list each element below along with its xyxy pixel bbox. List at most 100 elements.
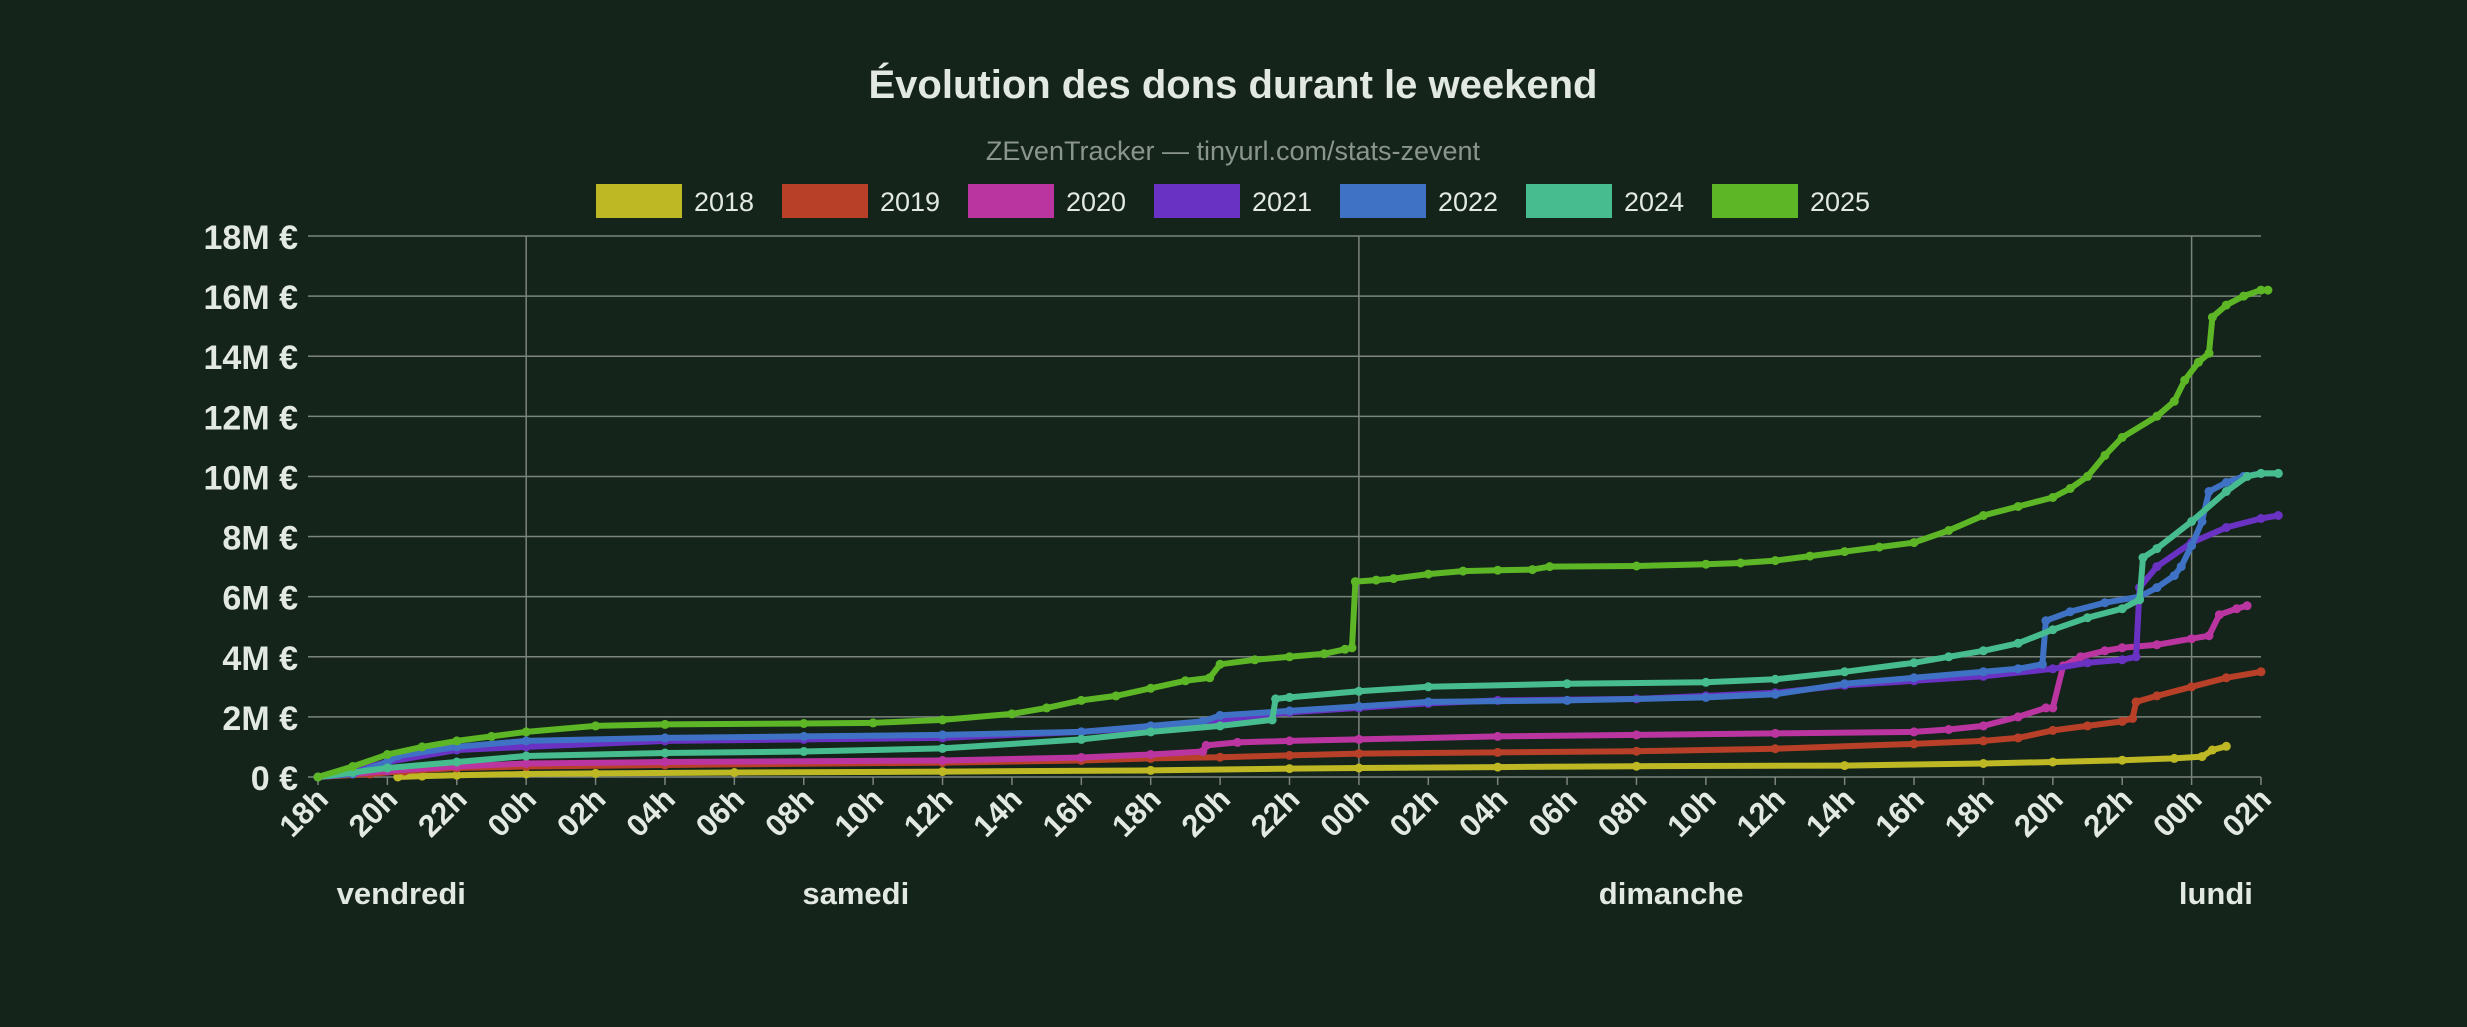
chart-subtitle: ZEvenTracker — tinyurl.com/stats-zevent [986,136,1481,166]
data-point-2025 [1545,562,1555,572]
data-point-2020 [1354,734,1364,744]
x-tick-label: 22h [2077,781,2140,844]
data-point-2022 [1978,667,1988,677]
data-point-2024 [382,763,392,773]
legend-item: 2025 [1712,184,1870,218]
data-point-2024 [2013,638,2023,648]
data-point-2025 [2194,357,2203,367]
data-point-2021 [2273,511,2283,520]
data-point-2019 [1285,750,1294,760]
data-point-2024 [2152,544,2162,554]
data-point-2025 [1840,547,1850,557]
data-point-2025 [487,731,496,741]
data-point-2022 [2013,664,2023,674]
data-point-2019 [1909,739,1919,749]
y-tick-label: 0 € [251,760,298,798]
data-point-2025 [313,772,323,782]
data-point-2025 [868,718,878,728]
data-point-2024 [799,747,809,756]
data-point-2020 [1944,725,1954,734]
data-point-2020 [1909,727,1919,737]
chart-grid [318,235,2261,778]
x-tick-label: 00h [1313,781,1376,844]
x-tick-label: 14h [1799,781,1862,844]
data-point-2018 [2207,745,2217,755]
data-point-2025 [1701,559,1711,569]
day-label: samedi [802,876,909,911]
y-tick-label: 18M € [204,219,299,257]
data-point-2018 [2117,755,2127,765]
data-point-2022 [938,730,947,740]
chart-legend: 2018 2019 2020 2021 2022 2024 2025 [596,184,1870,218]
data-point-2024 [1840,667,1850,677]
legend-label: 2024 [1624,187,1684,217]
data-point-2022 [660,733,670,743]
data-point-2020 [1285,736,1294,746]
data-point-2018 [1632,761,1641,771]
x-tick-label: 08h [1591,781,1654,844]
data-point-2018 [938,767,947,777]
x-tick-label: 04h [1452,781,1515,844]
data-point-2021 [2048,664,2058,674]
chart-title: Évolution des dons durant le weekend [868,62,1597,107]
data-point-2018 [1493,762,1503,772]
data-point-2025 [1347,643,1357,653]
data-point-2024 [1076,734,1086,744]
data-point-2021 [2152,562,2162,572]
y-tick-label: 10M € [204,459,299,497]
data-point-2018 [2169,753,2179,763]
data-point-2022 [1701,692,1711,702]
x-tick-label: 00h [2146,781,2209,844]
data-point-2025 [1632,561,1641,571]
data-point-2022 [1076,727,1086,737]
data-point-2021 [2117,655,2127,665]
data-point-2019 [1978,736,1988,746]
data-point-2025 [1978,511,1988,520]
data-point-2019 [2256,667,2266,677]
legend-item: 2024 [1526,184,1684,218]
data-point-2022 [2065,607,2075,617]
legend-swatch [968,184,1054,218]
data-point-2024 [1271,694,1281,704]
data-point-2025 [799,719,809,728]
data-point-2025 [1076,695,1086,705]
data-point-2025 [1215,659,1225,669]
data-point-2025 [1340,644,1350,654]
series-line-2018 [394,743,2230,780]
data-point-2018 [452,770,462,780]
legend-label: 2019 [880,187,940,217]
data-point-2024 [2273,468,2283,478]
data-point-2025 [1371,575,1381,585]
data-point-2024 [1146,727,1156,737]
data-point-2019 [2152,691,2162,701]
data-point-2024 [2138,553,2148,563]
series-line-2025 [315,287,2271,780]
data-point-2021 [2256,514,2266,523]
x-tick-label: 22h [1244,781,1307,844]
data-point-2025 [1736,558,1746,568]
data-point-2025 [1909,538,1919,548]
legend-swatch [596,184,682,218]
data-point-2025 [2152,411,2162,421]
data-point-2025 [1285,652,1294,662]
data-point-2018 [2048,757,2058,767]
data-point-2020 [2041,703,2051,713]
data-point-2018 [729,768,739,777]
data-point-2022 [2197,517,2207,526]
data-point-2022 [1562,695,1572,705]
data-point-2018 [1285,764,1294,774]
x-tick-label: 04h [619,781,682,844]
x-tick-label: 12h [897,781,960,844]
x-tick-label: 10h [828,781,891,844]
data-point-2019 [2083,721,2092,731]
x-tick-label: 00h [481,781,544,844]
data-point-2020 [2152,640,2162,650]
data-point-2025 [382,750,392,759]
data-point-2020 [1233,737,1242,747]
data-point-2020 [1201,740,1211,750]
data-point-2020 [521,759,531,768]
data-point-2025 [1458,566,1468,576]
day-label: dimanche [1599,876,1744,911]
series-layer [313,285,2283,782]
